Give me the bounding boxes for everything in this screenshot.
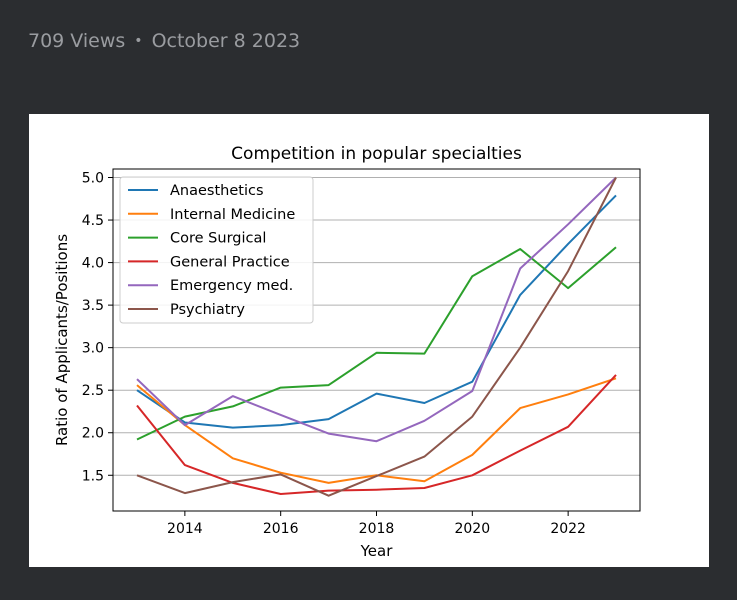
chart-card: 2014 2016 2018 2020 2022 1.5 2.0 2.5 3.0 3.5 4.0 4… [29, 114, 709, 567]
y-tick-label: 2.5 [82, 383, 104, 399]
x-axis-label: Year [360, 542, 394, 560]
series-lines [136, 176, 617, 497]
post-date: October 8 2023 [151, 30, 301, 52]
legend-label: General Practice [170, 254, 290, 270]
y-axis: 1.5 2.0 2.5 3.0 3.5 4.0 4.5 5.0 [82, 171, 113, 484]
x-tick-label: 2020 [454, 521, 490, 537]
y-tick-label: 3.5 [82, 298, 104, 314]
meta-separator: • [134, 33, 143, 49]
x-tick-label: 2022 [550, 521, 586, 537]
line-chart: 2014 2016 2018 2020 2022 1.5 2.0 2.5 3.0 3.5 4.0 4… [53, 144, 641, 560]
view-count: 709 Views [28, 30, 126, 52]
x-tick-label: 2018 [359, 521, 395, 537]
series-line-emergency-med [136, 176, 617, 443]
series-line-psychiatry [136, 177, 617, 497]
y-tick-label: 5.0 [82, 171, 104, 187]
x-tick-label: 2014 [167, 521, 203, 537]
y-axis-label: Ratio of Applicants/Positions [53, 234, 71, 446]
legend: Anaesthetics Internal Medicine Core Surgic… [119, 176, 314, 324]
y-tick-label: 2.0 [82, 426, 104, 442]
legend-label: Psychiatry [170, 302, 245, 318]
x-tick-label: 2016 [263, 521, 299, 537]
post-meta: 709 Views • October 8 2023 [28, 28, 300, 54]
series-line-general-practice [136, 374, 617, 495]
x-axis: 2014 2016 2018 2020 2022 [167, 511, 586, 537]
y-tick-label: 4.0 [82, 256, 104, 272]
legend-label: Anaesthetics [170, 183, 264, 199]
series-line-core-surgical [136, 246, 617, 441]
y-tick-label: 1.5 [82, 468, 104, 484]
legend-label: Emergency med. [170, 278, 293, 294]
y-tick-label: 4.5 [82, 213, 104, 229]
legend-box [119, 176, 314, 324]
legend-label: Core Surgical [170, 231, 266, 247]
legend-label: Internal Medicine [170, 207, 295, 223]
y-tick-label: 3.0 [82, 341, 104, 357]
chart-title: Competition in popular specialties [231, 144, 522, 164]
series-line-anaesthetics [136, 194, 617, 429]
